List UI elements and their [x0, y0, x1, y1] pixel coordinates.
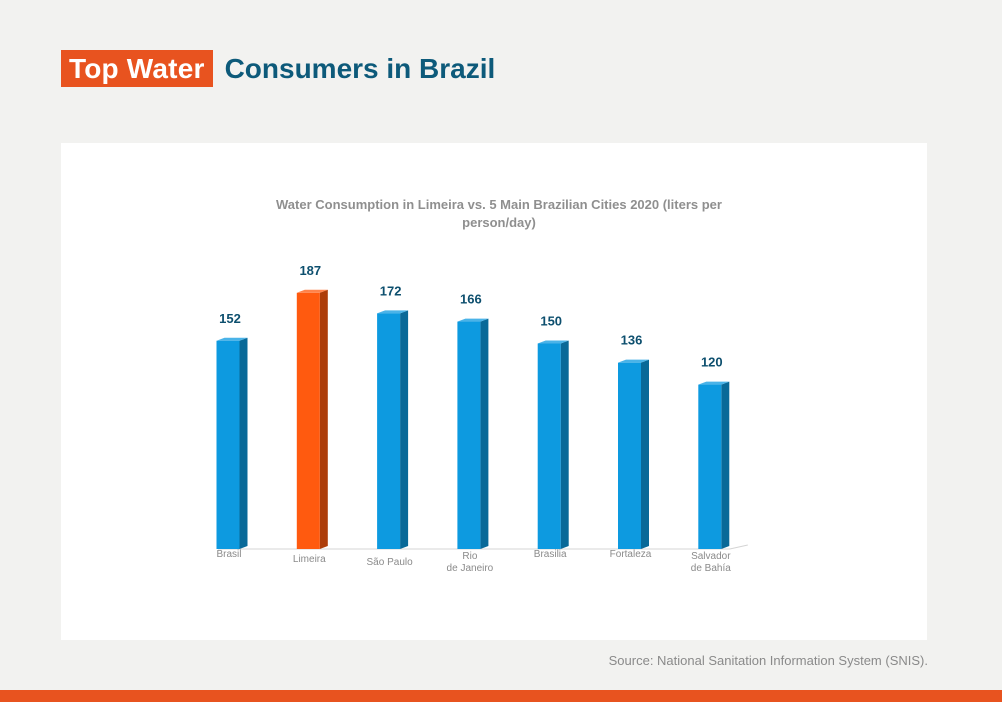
category-label: Limeira — [293, 554, 326, 565]
bar — [216, 340, 240, 549]
bar-side — [239, 337, 248, 549]
bar-side — [400, 310, 409, 549]
bar-top — [457, 318, 489, 322]
page-header: Top Water Consumers in Brazil — [61, 49, 495, 87]
bar-chart: Water Consumption in Limeira vs. 5 Main … — [216, 197, 748, 574]
value-label: 150 — [540, 314, 562, 329]
bar-top — [618, 359, 649, 363]
title-rest: Consumers in Brazil — [224, 52, 496, 84]
category-label: Salvador — [691, 551, 731, 562]
source-note: Source: National Sanitation Information … — [608, 653, 928, 668]
bar-top — [537, 340, 569, 344]
bar-top — [698, 381, 730, 385]
chart-title-line: person/day) — [462, 215, 536, 230]
chart-card: Water Consumption in Limeira vs. 5 Main … — [61, 143, 927, 640]
bar — [457, 321, 481, 549]
bar — [618, 362, 641, 549]
bar-side — [480, 318, 489, 549]
category-label: Brasilia — [534, 549, 567, 560]
title-highlight: Top Water — [61, 49, 213, 87]
bar-side — [721, 381, 730, 549]
value-label: 172 — [380, 283, 402, 298]
value-label: 120 — [701, 355, 723, 370]
bar — [296, 292, 320, 549]
value-label: 166 — [460, 292, 482, 307]
bar-side — [641, 359, 649, 549]
bar-side — [319, 289, 328, 549]
value-label: 152 — [219, 311, 241, 326]
bar-side — [560, 340, 569, 549]
value-label: 187 — [299, 263, 321, 278]
bar — [537, 343, 561, 549]
category-label: de Janeiro — [447, 563, 494, 574]
bar — [698, 384, 722, 549]
bar — [377, 313, 401, 549]
bottom-accent-bar — [0, 690, 1002, 702]
category-label: Rio — [462, 551, 477, 562]
category-label: de Bahía — [691, 563, 731, 574]
bar-top — [296, 289, 328, 293]
category-label: São Paulo — [367, 557, 414, 568]
category-label: Fortaleza — [610, 549, 652, 560]
bar-top — [216, 337, 248, 341]
chart-title-line: Water Consumption in Limeira vs. 5 Main … — [276, 197, 722, 212]
bar-top — [377, 310, 409, 314]
category-label: Brasil — [216, 549, 241, 560]
value-label: 136 — [621, 333, 643, 348]
